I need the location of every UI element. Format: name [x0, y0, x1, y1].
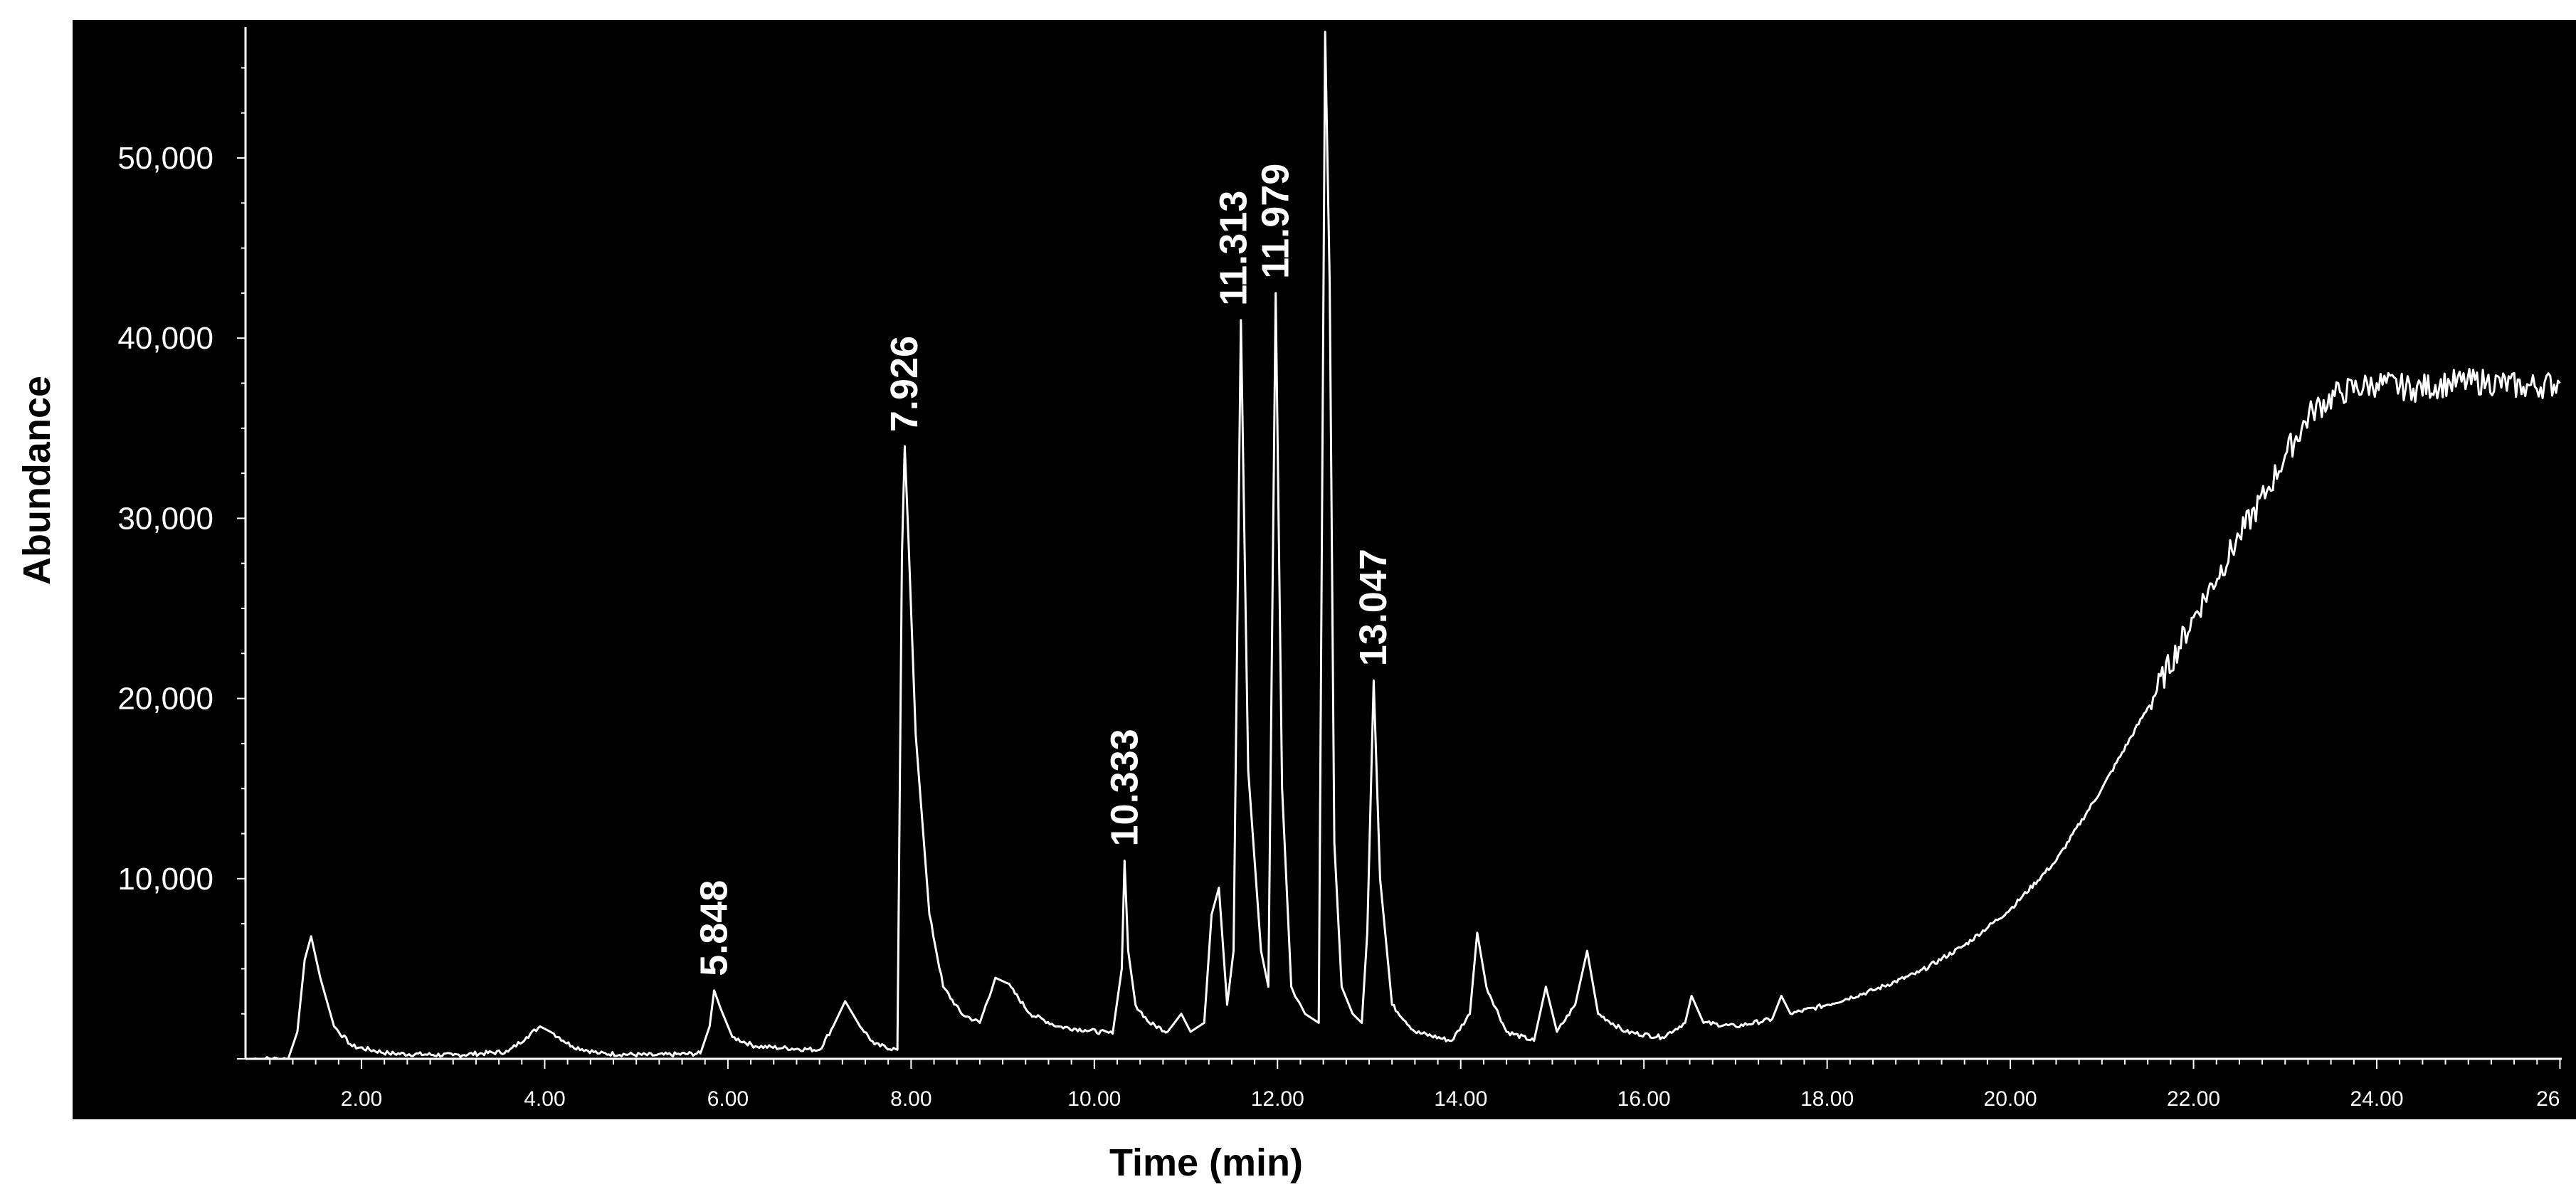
y-minor-ticks	[237, 67, 246, 1060]
peak-annotations: 5.848 7.926 10.333 11.313 11.979 13.047	[692, 164, 1395, 976]
x-tick-labels: 2.00 4.00 6.00 8.00 10.00 12.00 14.00 16.00 18.0…	[341, 1087, 2560, 1111]
x-tick-label: 22.00	[2167, 1087, 2220, 1111]
x-tick-label: 10.00	[1067, 1087, 1121, 1111]
x-tick-label: 8.00	[890, 1087, 931, 1111]
x-tick-label: 4.00	[524, 1087, 565, 1111]
x-tick-label: 20.00	[1984, 1087, 2037, 1111]
peak-label: 10.333	[1104, 729, 1146, 846]
peak-label: 13.047	[1352, 549, 1395, 666]
y-tick-labels: 10,000 20,000 30,000 40,000 50,000	[117, 141, 213, 897]
x-tick-label: 18.00	[1800, 1087, 1854, 1111]
peak-label: 7.926	[883, 336, 926, 432]
x-minor-ticks	[269, 1059, 2561, 1069]
peak-label: 5.848	[692, 880, 735, 976]
x-tick-label: 16.00	[1617, 1087, 1671, 1111]
y-tick-label: 10,000	[117, 862, 213, 897]
x-tick-label: 6.00	[707, 1087, 749, 1111]
x-axis-title: Time (min)	[1109, 1141, 1303, 1184]
series-line	[251, 31, 2561, 1060]
x-tick-label: 2.00	[341, 1087, 382, 1111]
y-tick-label: 30,000	[117, 501, 213, 536]
y-axis-title: Abundance	[16, 376, 58, 585]
y-tick-label: 40,000	[117, 321, 213, 356]
peak-label: 11.313	[1213, 191, 1255, 306]
peak-label: 11.979	[1255, 164, 1297, 279]
x-tick-label: 12.00	[1251, 1087, 1304, 1111]
y-tick-label: 20,000	[117, 682, 213, 717]
y-tick-label: 50,000	[117, 141, 213, 176]
x-tick-label: 14.00	[1434, 1087, 1487, 1111]
x-tick-label: 26	[2536, 1087, 2560, 1111]
x-tick-label: 24.00	[2350, 1087, 2403, 1111]
